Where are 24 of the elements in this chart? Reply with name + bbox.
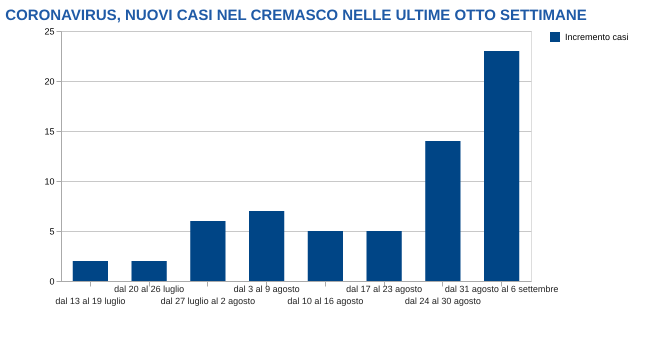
x-tick-label: dal 27 luglio al 2 agosto [160,296,256,306]
chart-title: CORONAVIRUS, NUOVI CASI NEL CREMASCO NELLE ULTIME OTTO SETTIMANE [5,7,587,24]
bar [132,261,167,281]
bar [484,51,520,281]
bar [308,231,343,281]
bar [366,231,402,281]
y-tick-label: 0 [49,276,54,286]
bar [72,261,108,281]
x-tick-label: dal 17 al 23 agosto [346,284,422,294]
bar [190,221,226,281]
y-tick-label: 15 [44,126,54,136]
y-tick-label: 25 [44,26,54,36]
legend-label: Incremento casi [565,32,629,42]
x-tick-label: dal 24 al 30 agosto [404,296,481,306]
x-tick-label: dal 13 al 19 luglio [55,296,126,306]
y-tick-label: 20 [44,76,54,86]
x-tick-label: dal 10 al 16 agosto [287,296,364,306]
y-tick-label: 5 [49,226,54,236]
bar [425,141,460,281]
y-tick-label: 10 [44,176,54,186]
x-tick-label: dal 31 agosto al 6 settembre [444,284,558,294]
x-tick-label: dal 20 al 26 luglio [114,284,184,294]
x-tick-label: dal 3 al 9 agosto [234,284,300,294]
bar [249,211,284,281]
